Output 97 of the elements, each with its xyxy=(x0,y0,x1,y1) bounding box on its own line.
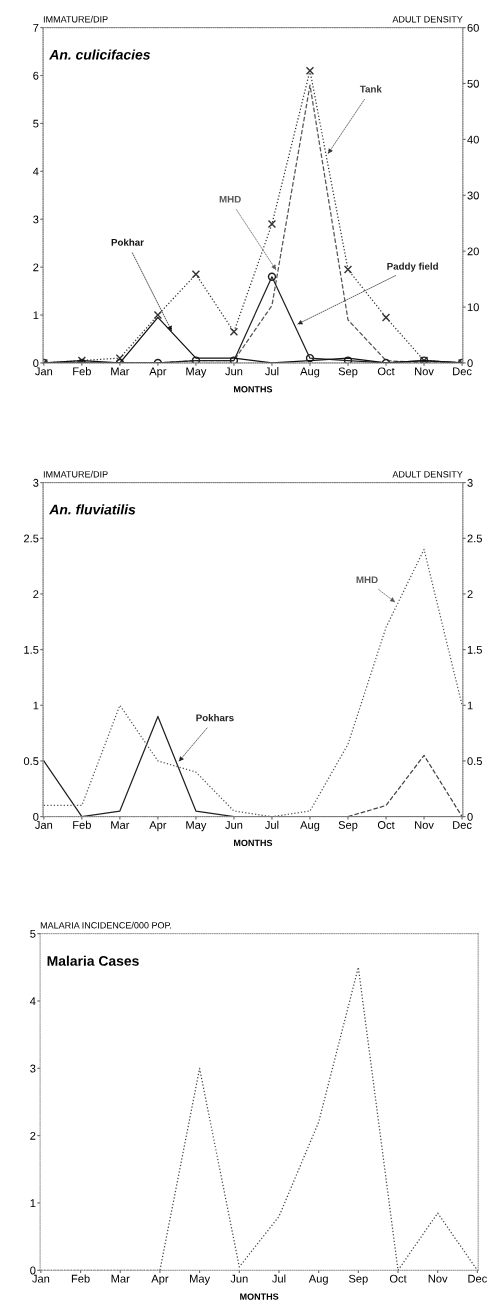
y2-tick-label: 0 xyxy=(467,812,473,821)
x-tick-label: Jun xyxy=(230,1274,248,1283)
x-axis-title: MONTHS xyxy=(240,1293,279,1300)
y-tick-label: 2 xyxy=(33,263,39,272)
x-tick-label: May xyxy=(190,1274,211,1285)
x-tick-label: May xyxy=(186,367,207,378)
y2-tick-label: 1.5 xyxy=(467,645,482,654)
text: Paddy field xyxy=(387,262,438,272)
x-tick-label: Sep xyxy=(338,367,358,378)
x-tick-label: Apr xyxy=(149,367,167,378)
y-tick-label: 3 xyxy=(33,478,39,487)
y2-axis-title: ADULT DENSITY xyxy=(392,16,463,23)
x-tick-label: Apr xyxy=(149,821,167,832)
x-tick-label: Mar xyxy=(111,367,130,376)
x-axis-title: MONTHS xyxy=(233,839,273,847)
text: MHD xyxy=(219,195,241,203)
point xyxy=(191,270,201,279)
y2-tick-label: 20 xyxy=(467,247,479,256)
point xyxy=(305,66,315,75)
y2-tick-label: 0.5 xyxy=(467,757,482,766)
x-tick-label: May xyxy=(186,821,207,832)
x-tick-label: Apr xyxy=(151,1274,169,1285)
y-tick-label: 2.5 xyxy=(24,534,39,543)
y2-tick-label: 0 xyxy=(467,359,473,368)
y2-tick-label: 3 xyxy=(467,478,473,487)
x-tick-label: Aug xyxy=(300,367,320,378)
text: Pokhar xyxy=(111,238,144,246)
x-tick-label: Aug xyxy=(308,1274,328,1285)
y-tick-label: 6 xyxy=(33,71,39,80)
y-tick-label: 3 xyxy=(33,215,39,224)
x-tick-label: Sep xyxy=(348,1274,368,1285)
text: MHD xyxy=(356,576,378,584)
x-tick-label: Jan xyxy=(32,1274,50,1283)
x-tick-label: Jul xyxy=(272,1274,286,1283)
x-tick-label: Mar xyxy=(111,1274,130,1283)
text: Pokhars xyxy=(196,714,234,722)
x-tick-label: Feb xyxy=(71,1274,90,1283)
y2-tick-label: 1 xyxy=(467,701,473,710)
y2-tick-label: 50 xyxy=(467,79,479,88)
x-tick-label: Feb xyxy=(73,820,91,829)
y-tick-label: 7 xyxy=(33,24,39,32)
y-tick-label: 0 xyxy=(33,359,39,368)
y2-tick-label: 60 xyxy=(467,23,479,32)
x-tick-label: Aug xyxy=(300,821,320,832)
y-tick-label: 4 xyxy=(32,167,39,176)
point xyxy=(229,327,239,336)
y-tick-label: 2 xyxy=(33,590,39,598)
y2-tick-label: 2.5 xyxy=(467,534,482,543)
x-tick-label: Jul xyxy=(265,820,279,829)
point xyxy=(381,313,391,322)
y-tick-label: 5 xyxy=(33,119,39,128)
y-tick-label: 1 xyxy=(33,701,39,710)
text: Malaria Cases xyxy=(47,955,139,966)
x-tick-label: Jan xyxy=(35,367,53,376)
x-tick-label: Dec xyxy=(453,821,472,829)
y2-tick-label: 10 xyxy=(467,303,479,312)
x-tick-label: Feb xyxy=(73,367,91,376)
y2-tick-label: 40 xyxy=(467,135,479,144)
text: Tank xyxy=(359,85,382,93)
y-tick-label: 0.5 xyxy=(23,757,39,766)
x-tick-label: Jun xyxy=(225,367,243,376)
y-tick-label: 1 xyxy=(33,311,39,320)
x-tick-label: Nov xyxy=(428,1274,448,1283)
point xyxy=(267,219,277,229)
point xyxy=(343,265,353,274)
x-tick-label: Jun xyxy=(225,821,243,829)
y-tick-label: 1 xyxy=(30,1199,36,1207)
y2-tick-label: 2 xyxy=(467,590,473,598)
y-tick-label: 0 xyxy=(30,1266,36,1275)
x-tick-label: Nov xyxy=(415,367,434,376)
x-tick-label: Dec xyxy=(453,367,472,376)
y2-tick-label: 30 xyxy=(467,191,479,200)
x-tick-label: Oct xyxy=(389,1274,407,1283)
y-tick-label: 2 xyxy=(30,1131,36,1140)
x-tick-label: Dec xyxy=(468,1274,487,1283)
y2-axis-title: ADULT DENSITY xyxy=(392,471,463,478)
x-tick-label: Mar xyxy=(111,821,130,829)
point xyxy=(267,272,277,281)
y-tick-label: 3 xyxy=(30,1064,36,1073)
point xyxy=(153,310,163,320)
x-axis-title: MONTHS xyxy=(233,386,273,393)
y-tick-label: 1.5 xyxy=(24,645,39,654)
y-axis-title: IMMATURE/DIP xyxy=(43,470,108,478)
x-tick-label: Sep xyxy=(338,821,358,832)
x-tick-label: Jul xyxy=(265,367,279,376)
x-tick-label: Oct xyxy=(377,821,395,829)
text: An. fluviatilis xyxy=(49,504,136,515)
x-tick-label: Jan xyxy=(35,821,53,829)
point xyxy=(305,353,315,363)
y-axis-title: IMMATURE/DIP xyxy=(43,15,108,23)
y-tick-label: 0 xyxy=(33,812,39,821)
y-tick-label: 5 xyxy=(30,930,36,938)
y-tick-label: 4 xyxy=(30,997,36,1005)
x-tick-label: Nov xyxy=(415,821,434,829)
y-axis-title: MALARIA INCIDENCE/000 POP. xyxy=(40,921,172,929)
x-tick-label: Oct xyxy=(377,367,395,376)
text: An. culicifacies xyxy=(49,49,151,60)
